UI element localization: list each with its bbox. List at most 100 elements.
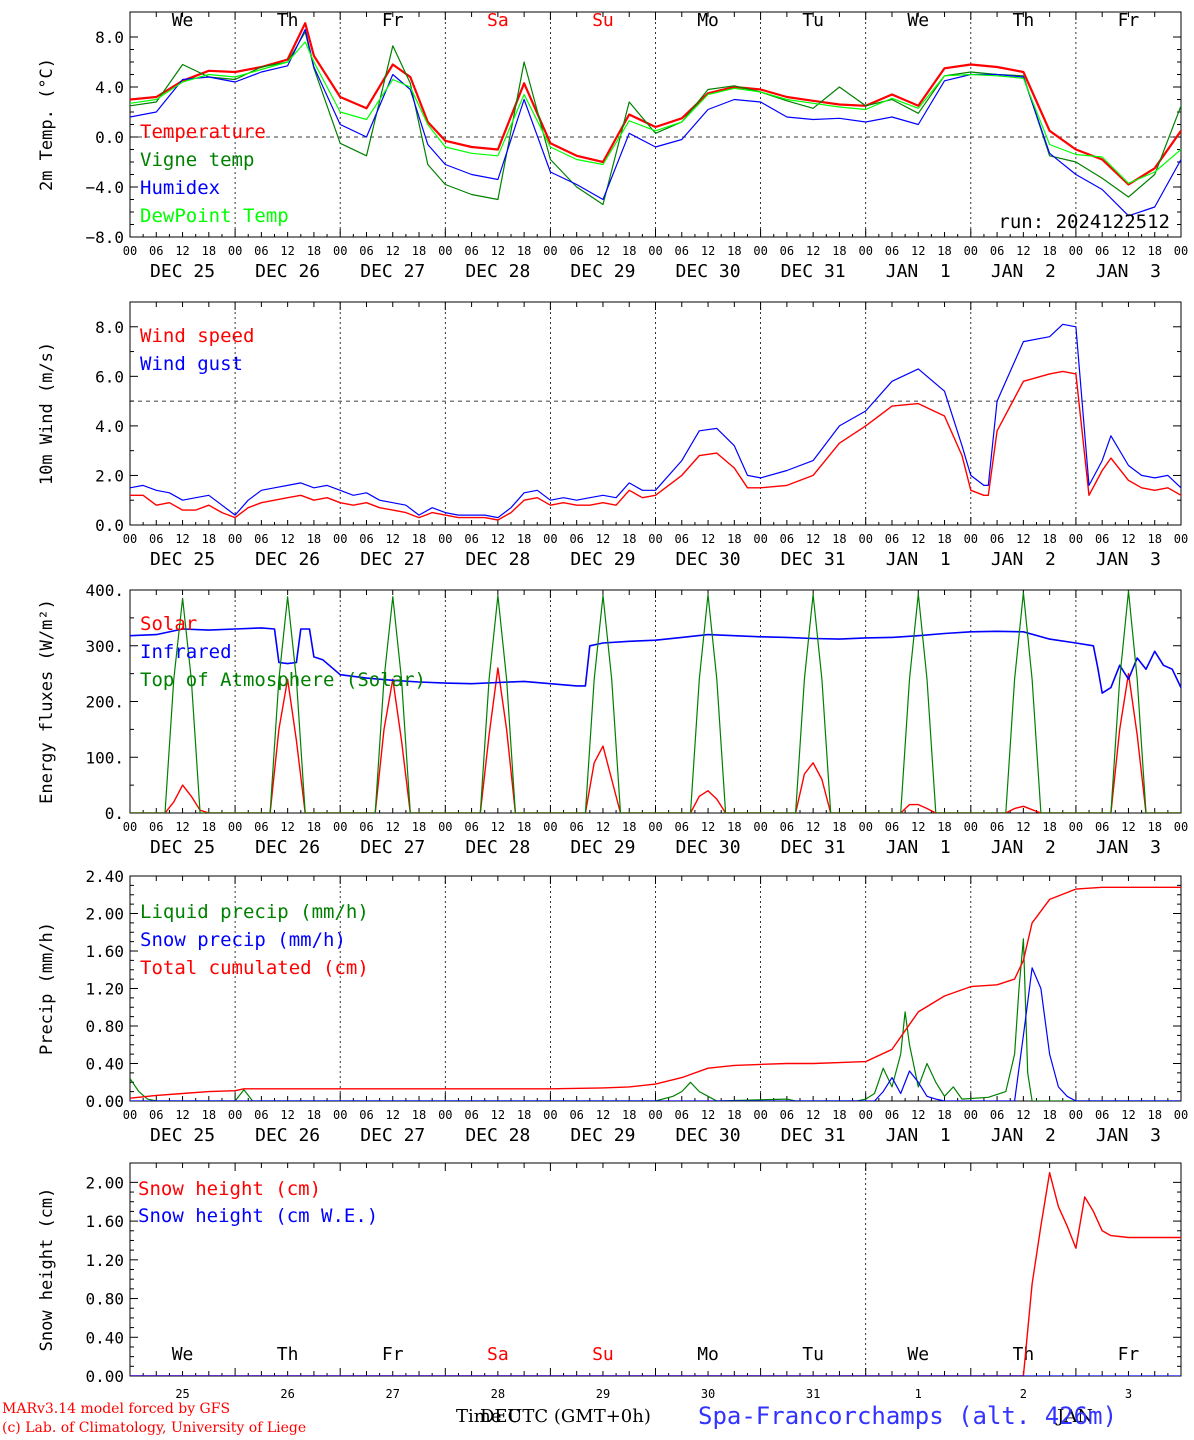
- location-label: Spa-Francorchamps (alt. 426m): [698, 1402, 1118, 1430]
- date-label: JAN 2: [991, 1125, 1056, 1146]
- hour-tick-label: 06: [464, 820, 478, 834]
- date-label: JAN 1: [886, 1125, 951, 1146]
- hour-tick-label: 18: [832, 244, 846, 258]
- hour-tick-label: 18: [1042, 820, 1056, 834]
- weekday-label: We: [172, 10, 194, 31]
- legend-entry: Liquid precip (mm/h): [140, 901, 369, 923]
- hour-tick-label: 12: [701, 1108, 715, 1122]
- weekday-label: Fr: [1118, 1344, 1140, 1365]
- hour-tick-label: 06: [464, 532, 478, 546]
- y-tick-label: 0.80: [85, 1017, 124, 1036]
- panel-4: 0.00 0.40 0.80 1.20 1.60 2.00 2.40 Precip (mm/h…: [37, 867, 1188, 1146]
- hour-tick-label: 12: [1016, 532, 1030, 546]
- hour-tick-label: 18: [937, 532, 951, 546]
- hour-tick-label: 18: [412, 244, 426, 258]
- series-line-total-cumulated-cm-: [130, 886, 1181, 1099]
- y-tick-label: 200.: [85, 693, 124, 712]
- hour-tick-label: 00: [333, 532, 347, 546]
- weekday-label: We: [172, 1344, 194, 1365]
- day-number-label: 28: [491, 1387, 505, 1401]
- hour-tick-label: 00: [858, 244, 872, 258]
- weekday-label: We: [907, 10, 929, 31]
- hour-tick-label: 00: [858, 1108, 872, 1122]
- hour-tick-label: 06: [1095, 244, 1109, 258]
- weekday-label: Th: [1013, 1344, 1035, 1365]
- day-number-label: 26: [280, 1387, 294, 1401]
- hour-tick-label: 12: [1121, 532, 1135, 546]
- date-label: DEC 26: [255, 261, 320, 282]
- hour-tick-label: 12: [806, 244, 820, 258]
- y-axis-label: Snow height (cm): [37, 1188, 57, 1352]
- hour-tick-label: 06: [675, 532, 689, 546]
- series-line-dewpoint-temp: [130, 41, 1181, 184]
- y-tick-label: 300.: [85, 637, 124, 656]
- legend-entry: Infrared: [140, 641, 232, 663]
- hour-tick-label: 18: [307, 244, 321, 258]
- legend-entry: Temperature: [140, 121, 266, 143]
- legend-entry: Wind gust: [140, 353, 243, 375]
- hour-tick-label: 18: [1042, 1108, 1056, 1122]
- hour-tick-label: 00: [543, 1108, 557, 1122]
- hour-tick-label: 12: [386, 820, 400, 834]
- y-tick-label: 100.: [85, 748, 124, 767]
- y-tick-label: 1.60: [85, 1212, 124, 1231]
- date-label: DEC 28: [465, 261, 530, 282]
- hour-tick-label: 06: [780, 820, 794, 834]
- hour-tick-label: 06: [569, 820, 583, 834]
- hour-tick-label: 12: [175, 244, 189, 258]
- weekday-label: Fr: [382, 10, 404, 31]
- y-tick-label: 0.00: [85, 1367, 124, 1386]
- legend-entry: Snow precip (mm/h): [140, 929, 346, 951]
- hour-tick-label: 00: [648, 1108, 662, 1122]
- day-number-label: 1: [915, 1387, 922, 1401]
- hour-tick-label: 18: [1042, 244, 1056, 258]
- hour-tick-label: 00: [753, 1108, 767, 1122]
- hour-tick-label: 12: [175, 820, 189, 834]
- hour-tick-label: 12: [596, 820, 610, 834]
- hour-tick-label: 00: [438, 820, 452, 834]
- day-number-label: 30: [701, 1387, 715, 1401]
- y-axis-label: 10m Wind (m/s): [37, 342, 57, 485]
- legend-entry: Humidex: [140, 177, 220, 199]
- date-label: DEC 29: [570, 549, 635, 570]
- hour-tick-label: 00: [648, 244, 662, 258]
- hour-tick-label: 00: [333, 1108, 347, 1122]
- weekday-label: Sa: [487, 1344, 509, 1365]
- y-tick-label: 1.60: [85, 942, 124, 961]
- hour-tick-label: 06: [885, 1108, 899, 1122]
- y-tick-label: 4.0: [95, 417, 124, 436]
- hour-tick-label: 18: [1147, 820, 1161, 834]
- hour-tick-label: 12: [596, 532, 610, 546]
- hour-tick-label: 06: [149, 820, 163, 834]
- hour-tick-label: 00: [543, 820, 557, 834]
- date-label: DEC 25: [150, 837, 215, 858]
- hour-tick-label: 06: [149, 1108, 163, 1122]
- date-label: JAN 1: [886, 837, 951, 858]
- date-label: DEC 30: [676, 261, 741, 282]
- hour-tick-label: 06: [780, 244, 794, 258]
- hour-tick-label: 06: [675, 820, 689, 834]
- hour-tick-label: 00: [964, 532, 978, 546]
- date-label: DEC 28: [465, 837, 530, 858]
- hour-tick-label: 06: [990, 820, 1004, 834]
- hour-tick-label: 18: [622, 820, 636, 834]
- panel-5: 0.00 0.40 0.80 1.20 1.60 2.00 Snow height (cm)…: [37, 1162, 1182, 1401]
- hour-tick-label: 12: [386, 244, 400, 258]
- weekday-label: Su: [592, 1344, 614, 1365]
- hour-tick-label: 00: [1174, 244, 1188, 258]
- series-line-humidex: [130, 28, 1181, 217]
- date-label: JAN 3: [1096, 549, 1161, 570]
- legend-entry: DewPoint Temp: [140, 205, 289, 227]
- day-number-label: 29: [596, 1387, 610, 1401]
- hour-tick-label: 18: [1147, 1108, 1161, 1122]
- date-label: DEC 31: [781, 1125, 846, 1146]
- series-line-vigne-temp: [130, 31, 1181, 206]
- y-tick-label: 0.00: [85, 1092, 124, 1111]
- date-label: DEC 27: [360, 837, 425, 858]
- y-tick-label: 400.: [85, 581, 124, 600]
- hour-tick-label: 00: [228, 1108, 242, 1122]
- weekday-label: Th: [1013, 10, 1035, 31]
- date-label: DEC 26: [255, 837, 320, 858]
- credit-line-1: MARv3.14 model forced by GFS: [2, 1401, 231, 1417]
